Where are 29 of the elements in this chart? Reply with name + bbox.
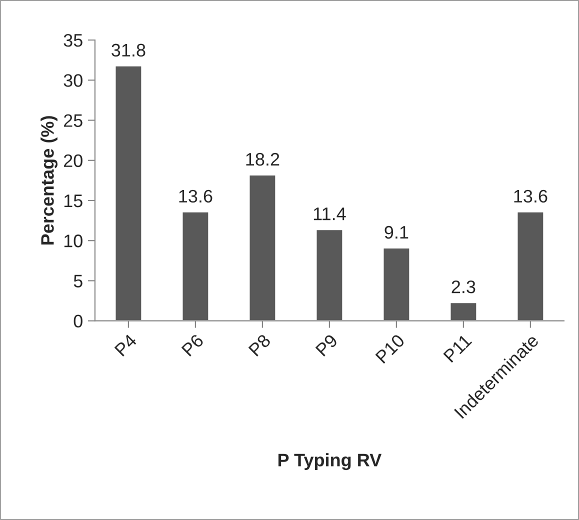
y-tick-label: 35 <box>64 34 82 47</box>
x-tick-label: P6 <box>181 334 204 357</box>
data-label: 18.2 <box>246 152 280 166</box>
y-tick-label: 5 <box>74 274 82 288</box>
x-tick-label: P9 <box>315 334 338 357</box>
x-tick-label: P10 <box>375 333 406 364</box>
bar <box>248 174 277 321</box>
y-tick-label: 25 <box>64 114 82 127</box>
data-label: 11.4 <box>314 208 346 220</box>
y-tick-label: 10 <box>64 234 82 248</box>
x-tick-label: P4 <box>114 333 138 356</box>
x-axis-title: P Typing RV <box>278 453 382 470</box>
x-tick-label: P8 <box>248 334 272 357</box>
y-tick-label: 20 <box>64 154 82 168</box>
y-tick-label: 0 <box>74 314 82 328</box>
y-tick-label: 15 <box>64 194 82 208</box>
bar <box>449 302 478 321</box>
y-tick-label: 30 <box>64 74 82 87</box>
bar <box>382 247 411 321</box>
bar <box>114 65 143 321</box>
data-label: 9.1 <box>384 226 408 239</box>
data-label: 13.6 <box>514 190 548 203</box>
bar <box>315 228 344 321</box>
y-axis-title: Percentage (%) <box>40 116 58 244</box>
bar <box>181 211 210 321</box>
bar <box>516 211 545 321</box>
data-label: 2.3 <box>452 280 476 294</box>
data-label: 31.8 <box>112 44 146 57</box>
data-label: 13.6 <box>179 190 212 203</box>
